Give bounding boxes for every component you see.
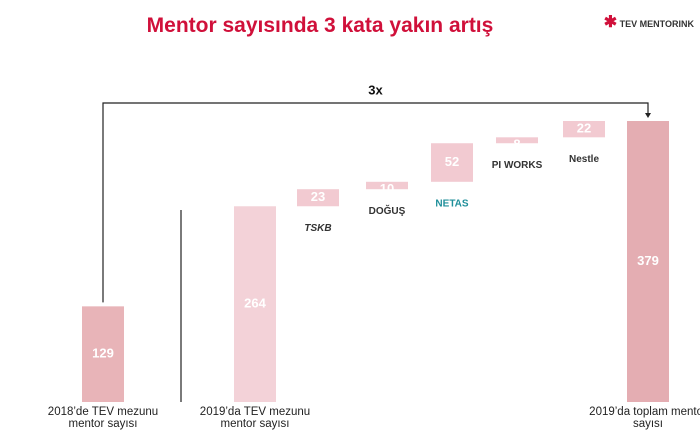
x-label: 2018’de TEV mezunu mentor sayısı <box>47 406 159 430</box>
value-label: 8 <box>513 137 520 152</box>
x-label: 2019’da TEV mezunu mentor sayısı <box>199 406 311 430</box>
value-label: 10 <box>380 181 394 196</box>
value-label: 129 <box>92 346 114 361</box>
bar <box>431 143 473 182</box>
brand-text: TEV MENTORINK <box>619 19 694 29</box>
company-logo: TSKB <box>304 223 331 234</box>
value-label: 379 <box>637 253 659 268</box>
chart-title: Mentor sayısında 3 kata yakın artış <box>146 14 494 37</box>
bar <box>297 189 339 207</box>
brand-logo: ✱ TEV MENTORINK <box>603 14 694 31</box>
x-label: 2019’da toplam mentor sayısı <box>589 406 700 430</box>
value-label: 264 <box>244 296 266 311</box>
company-logo: NETAS <box>435 198 468 209</box>
bar <box>366 181 408 190</box>
value-label: 23 <box>311 189 325 204</box>
bracket <box>102 102 649 303</box>
annotation: 3x <box>368 82 383 97</box>
bracket-arrow <box>645 113 651 118</box>
bar <box>496 137 538 144</box>
value-label: 22 <box>577 121 591 136</box>
bar <box>234 206 276 402</box>
company-logo: PI WORKS <box>492 160 543 171</box>
value-label: 52 <box>445 154 459 169</box>
bar <box>82 306 124 402</box>
bar <box>627 121 669 402</box>
company-logo: DOĞUŞ <box>369 204 406 217</box>
bar <box>563 121 605 138</box>
company-logo: Nestle <box>569 154 599 165</box>
